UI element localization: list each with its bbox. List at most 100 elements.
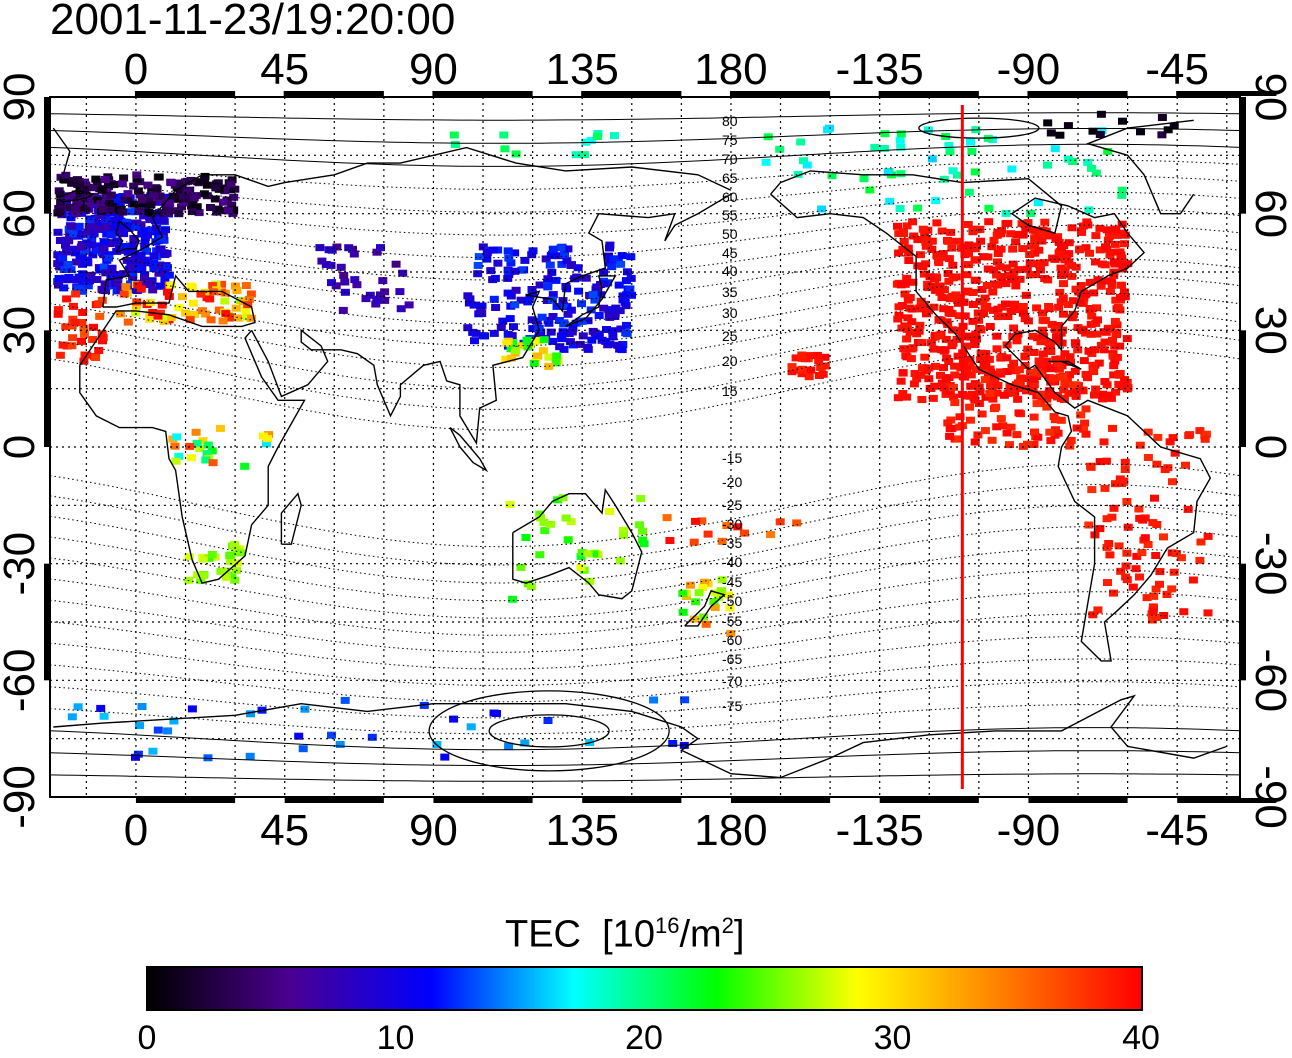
tec-block-729 bbox=[583, 317, 593, 325]
mag-lat-contour bbox=[49, 750, 1241, 766]
tec-block-1861 bbox=[1103, 147, 1113, 155]
tec-block-699 bbox=[548, 291, 558, 299]
tec-block-589 bbox=[78, 309, 88, 316]
tec-block-863 bbox=[534, 336, 544, 344]
tec-block-1282 bbox=[920, 230, 930, 238]
tec-block-465 bbox=[75, 180, 85, 188]
tec-block-1394 bbox=[1067, 314, 1077, 322]
tec-block-1744 bbox=[558, 494, 568, 502]
tec-block-780 bbox=[560, 250, 569, 258]
right-border-bar bbox=[1241, 97, 1246, 214]
tec-block-1363 bbox=[1107, 248, 1117, 256]
tec-block-1805 bbox=[236, 549, 246, 557]
tec-block-1477 bbox=[905, 294, 915, 301]
tec-block-464 bbox=[64, 192, 74, 200]
top-border-bar bbox=[1028, 91, 1128, 96]
contour-label: -45 bbox=[722, 574, 742, 590]
tec-block-1421 bbox=[1101, 328, 1111, 336]
tec-block-243 bbox=[85, 277, 94, 285]
tec-block-562 bbox=[133, 281, 143, 289]
tec-block-1634 bbox=[1109, 504, 1119, 512]
tec-block-885 bbox=[1051, 355, 1061, 363]
tec-block-1006 bbox=[1118, 265, 1128, 273]
tec-block-1879 bbox=[1091, 169, 1101, 177]
mag-lat-contour bbox=[49, 658, 1241, 703]
tec-block-1731 bbox=[576, 552, 586, 560]
tec-block-1708 bbox=[791, 354, 801, 362]
tec-block-1967 bbox=[450, 141, 460, 148]
tec-block-1948 bbox=[1055, 131, 1065, 139]
tec-block-848 bbox=[616, 260, 626, 268]
tec-block-1836 bbox=[761, 158, 771, 166]
left-border-bar bbox=[44, 563, 49, 681]
tec-block-1563 bbox=[953, 435, 962, 443]
tec-block-1677 bbox=[1200, 435, 1210, 443]
tec-block-1900 bbox=[137, 703, 147, 710]
tec-block-1712 bbox=[787, 368, 797, 376]
contour-label: 35 bbox=[722, 284, 738, 300]
tec-block-545 bbox=[145, 315, 155, 323]
tec-block-1385 bbox=[1001, 300, 1010, 308]
tec-block-1361 bbox=[964, 249, 973, 257]
tec-block-1858 bbox=[1063, 155, 1073, 163]
tec-block-1961 bbox=[499, 131, 509, 139]
bottom-border-bar bbox=[135, 798, 236, 803]
tec-block-740 bbox=[604, 252, 613, 260]
tec-block-755 bbox=[463, 324, 473, 332]
mag-lat-contour bbox=[49, 681, 1241, 719]
tec-block-346 bbox=[160, 196, 170, 204]
tec-block-874 bbox=[522, 336, 532, 344]
tec-block-1675 bbox=[1114, 542, 1124, 550]
colorbar-unit-exp2: 2 bbox=[721, 913, 734, 938]
mag-lat-contour bbox=[49, 143, 1241, 167]
tec-block-500 bbox=[187, 208, 197, 216]
tec-block-1610 bbox=[1153, 433, 1163, 441]
tec-block-1480 bbox=[1036, 259, 1046, 267]
tec-block-1737 bbox=[619, 526, 629, 534]
tec-block-965 bbox=[932, 219, 942, 227]
tec-block-628 bbox=[404, 301, 414, 309]
tec-block-684 bbox=[557, 260, 567, 268]
tec-block-827 bbox=[578, 332, 588, 340]
tec-block-1310 bbox=[1010, 300, 1019, 308]
tec-block-1705 bbox=[804, 373, 814, 381]
right-lat-label: 90 bbox=[1246, 73, 1292, 122]
tec-block-1425 bbox=[1111, 388, 1121, 396]
tec-block-1768 bbox=[678, 608, 688, 616]
tec-block-548 bbox=[241, 282, 251, 289]
tec-block-1413 bbox=[996, 230, 1006, 238]
tec-block-466 bbox=[91, 175, 101, 183]
tec-block-229 bbox=[111, 222, 121, 230]
top-border-bar bbox=[433, 91, 533, 96]
tec-block-809 bbox=[471, 329, 481, 337]
magnetic-latitude-contours bbox=[49, 112, 1241, 782]
tec-block-881 bbox=[1112, 231, 1122, 239]
tec-block-1326 bbox=[1044, 303, 1054, 310]
tec-block-1611 bbox=[1188, 576, 1198, 584]
tec-block-693 bbox=[591, 285, 601, 293]
tec-block-1739 bbox=[638, 536, 648, 544]
tec-block-355 bbox=[119, 174, 129, 182]
tec-block-692 bbox=[563, 310, 573, 318]
tec-block-209 bbox=[97, 285, 107, 293]
tec-block-409 bbox=[226, 186, 235, 194]
tec-block-1750 bbox=[546, 520, 556, 528]
tec-block-1107 bbox=[1087, 312, 1097, 320]
tec-block-1442 bbox=[1112, 353, 1122, 361]
tec-block-1558 bbox=[1051, 426, 1060, 434]
tec-block-1414 bbox=[963, 392, 973, 400]
tec-block-450 bbox=[144, 208, 154, 216]
tec-block-1654 bbox=[1151, 585, 1161, 593]
tec-block-1042 bbox=[900, 290, 910, 298]
tec-block-1257 bbox=[1034, 246, 1044, 254]
tec-block-1173 bbox=[1016, 374, 1026, 382]
tec-block-1187 bbox=[1054, 303, 1064, 311]
tec-block-868 bbox=[539, 336, 549, 344]
tec-block-793 bbox=[511, 286, 521, 294]
tec-block-1314 bbox=[1020, 353, 1030, 361]
tec-block-1327 bbox=[934, 257, 943, 265]
tec-block-1862 bbox=[1007, 165, 1017, 173]
tec-block-1410 bbox=[907, 305, 917, 313]
tec-block-1133 bbox=[1100, 378, 1110, 385]
tec-block-1311 bbox=[1084, 347, 1094, 355]
